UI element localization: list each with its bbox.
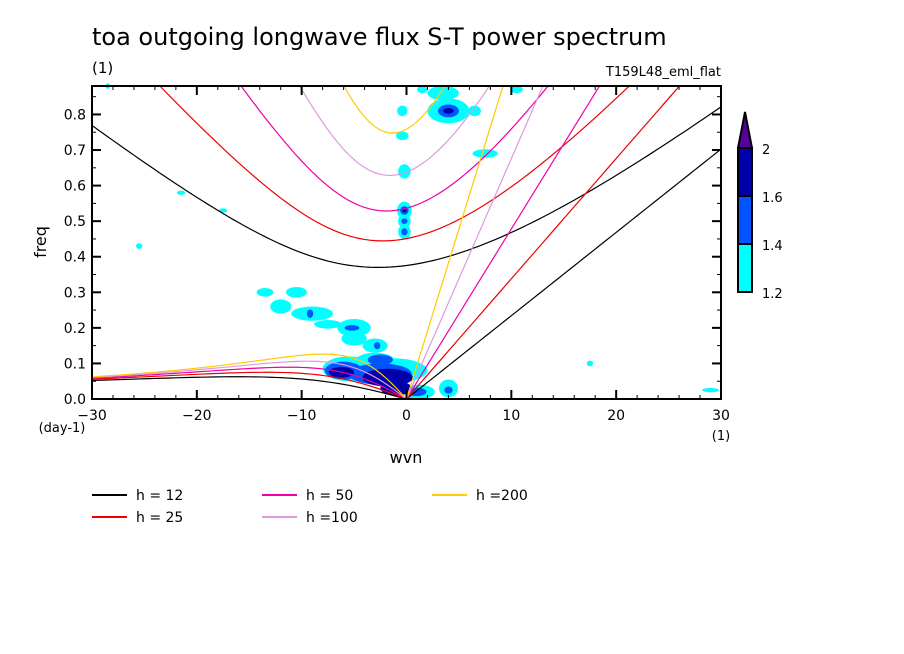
y-tick-label: 0.4: [64, 250, 86, 266]
y-axis-ticks: 0.0 0.1 0.2 0.3 0.4 0.5 0.6 0.7 0.8: [64, 96, 721, 408]
x-tick-label: 20: [607, 408, 625, 424]
y-tick-label: 0.7: [64, 143, 86, 159]
contour-blob: [427, 86, 459, 101]
colorbar-box: [737, 147, 753, 197]
chart-subtitle-units: (1): [92, 59, 113, 77]
contour-blob: [510, 86, 523, 94]
contour-blob: [468, 105, 481, 117]
contour-blob: [344, 325, 360, 331]
y-tick-label: 0.1: [64, 356, 86, 372]
chart-title: toa outgoing longwave flux S-T power spe…: [92, 23, 667, 51]
contour-blob: [218, 208, 228, 213]
x-axis-ticks: −30 −20 −10 0 10 20 30: [77, 86, 730, 424]
colorbar-label: 1.6: [762, 191, 783, 206]
inertio-gravity-curve: [343, 86, 446, 134]
colorbar-box: [737, 195, 753, 245]
x-unit-label: (1): [712, 429, 730, 444]
x-tick-label: 0: [402, 408, 411, 424]
legend-entry: h = 25: [92, 510, 183, 526]
contour-blob: [367, 354, 393, 366]
contour-blob: [416, 86, 428, 94]
rossby-curve: [92, 353, 407, 399]
legend-label: h =100: [306, 510, 358, 526]
colorbar-extend-triangle: [736, 111, 754, 149]
kelvin-curve: [406, 148, 721, 399]
x-tick-label: −30: [77, 408, 107, 424]
contour-blob: [702, 387, 719, 393]
colorbar-label: 1.4: [762, 239, 783, 254]
legend-entry: h = 12: [92, 488, 183, 504]
rossby-curve: [92, 360, 407, 399]
y-tick-label: 0.2: [64, 321, 86, 337]
inertio-gravity-curve: [159, 86, 631, 242]
contour-blob: [397, 105, 408, 117]
legend-label: h = 25: [136, 510, 183, 526]
contour-blob: [443, 108, 454, 114]
contour-blob: [586, 360, 594, 367]
colorbar: 1.2 1.4 1.6 2: [736, 111, 783, 302]
x-tick-label: 30: [712, 408, 730, 424]
contour-blob: [401, 218, 408, 225]
x-tick-label: −20: [182, 408, 212, 424]
rossby-curve: [92, 366, 407, 399]
contour-blob: [396, 131, 409, 141]
legend-label: h = 12: [136, 488, 183, 504]
y-axis-label: freq: [31, 226, 50, 258]
colorbar-label: 2: [762, 143, 770, 158]
kelvin-curve: [405, 86, 601, 399]
chart-subtitle-experiment: T159L48_eml_flat: [605, 65, 721, 80]
inertio-gravity-curve: [299, 86, 491, 177]
contour-blob: [398, 164, 411, 179]
colorbar-label: 1.2: [762, 287, 783, 302]
colorbar-box: [737, 243, 753, 293]
kelvin-curve: [406, 86, 681, 399]
y-tick-label: 0.3: [64, 285, 86, 301]
contour-blob: [341, 331, 367, 346]
contour-blob: [136, 243, 143, 249]
x-tick-label: −10: [287, 408, 317, 424]
contour-blob: [314, 320, 342, 329]
legend-entry: h = 50: [262, 488, 353, 504]
legend-label: h = 50: [306, 488, 353, 504]
kelvin-curve: [405, 86, 544, 399]
legend: h = 12 h = 25 h = 50 h =100 h =200: [92, 488, 528, 526]
kelvin-curve: [405, 86, 504, 399]
contour-blob: [256, 288, 274, 297]
contour-blob: [472, 149, 498, 158]
contour-blob: [401, 228, 408, 236]
contour-blob: [176, 190, 186, 195]
y-tick-label: 0.8: [64, 107, 86, 123]
x-tick-label: 10: [502, 408, 520, 424]
rossby-curve: [92, 376, 407, 399]
y-tick-label: 0.6: [64, 179, 86, 195]
contour-blob: [270, 299, 292, 314]
contour-blob: [374, 342, 381, 350]
y-unit-label: (day-1): [39, 421, 86, 436]
legend-label: h =200: [476, 488, 528, 504]
contour-blob: [444, 386, 453, 394]
y-tick-label: 0.5: [64, 214, 86, 230]
x-axis-label: wvn: [390, 448, 423, 467]
y-tick-label: 0.0: [64, 392, 86, 408]
contour-blob: [285, 286, 307, 298]
rossby-curve: [92, 371, 407, 399]
contour-blob: [306, 309, 314, 318]
inertio-gravity-curve: [92, 106, 721, 269]
inertio-gravity-curve: [240, 86, 549, 212]
legend-entry: h =200: [432, 488, 528, 504]
contour-fills: [105, 83, 719, 399]
dispersion-curves: [92, 86, 721, 399]
legend-entry: h =100: [262, 510, 358, 526]
